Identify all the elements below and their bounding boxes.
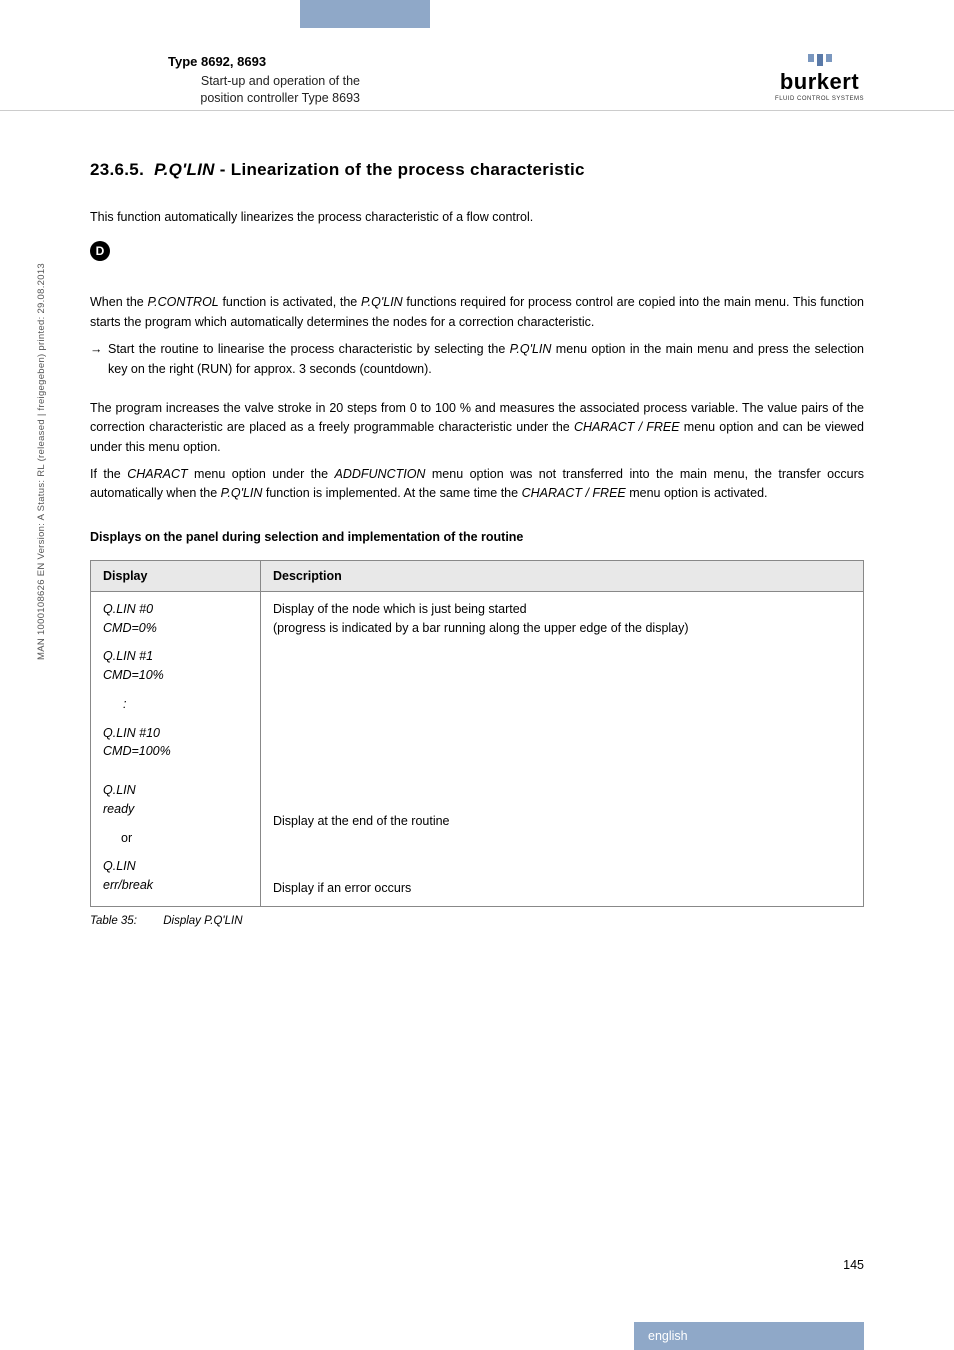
section-number: 23.6.5.: [90, 160, 144, 179]
header-left: Type 8692, 8693 Start-up and operation o…: [90, 54, 360, 107]
arrow-i: P.Q'LIN: [510, 342, 552, 356]
arrow-instruction: → Start the routine to linearise the pro…: [90, 340, 864, 379]
logo: burkert FLUID CONTROL SYSTEMS: [775, 54, 864, 107]
r2-d1: Q.LIN #1: [103, 649, 153, 663]
p4-i2: ADDFUNCTION: [334, 467, 425, 481]
r4-d2: ready: [103, 802, 134, 816]
subtitle-line1: Start-up and operation of the: [201, 74, 360, 88]
para-3: The program increases the valve stroke i…: [90, 399, 864, 457]
r1-d2: CMD=0%: [103, 621, 157, 635]
page-number: 145: [843, 1258, 864, 1272]
side-metadata-text: MAN 1000108626 EN Version: A Status: RL …: [36, 263, 47, 660]
p4-i4: CHARACT / FREE: [522, 486, 626, 500]
p4-e: menu option is activated.: [626, 486, 768, 500]
section-title-sep: -: [215, 160, 231, 179]
section-title-rest: Linearization of the process characteris…: [231, 160, 585, 179]
para-1: This function automatically linearizes t…: [90, 208, 864, 227]
r3-d1: Q.LIN #10: [103, 726, 160, 740]
footer-language: english: [648, 1329, 688, 1343]
arrow-text: Start the routine to linearise the proce…: [108, 340, 864, 379]
dots: :: [103, 697, 126, 711]
p2-i2: P.Q'LIN: [361, 295, 403, 309]
arrow-a: Start the routine to linearise the proce…: [108, 342, 510, 356]
logo-bars-icon: [808, 54, 832, 66]
r5-d1: Q.LIN: [103, 859, 136, 873]
r3-d2: CMD=100%: [103, 744, 171, 758]
p3-i1: CHARACT / FREE: [574, 420, 680, 434]
r4-desc: Display at the end of the routine: [273, 814, 450, 828]
logo-text: burkert: [780, 69, 859, 95]
header-accent-block: [300, 0, 430, 28]
or-text: or: [103, 831, 132, 845]
section-heading: 23.6.5. P.Q'LIN - Linearization of the p…: [90, 160, 864, 180]
header-subtitle: Start-up and operation of the position c…: [90, 73, 360, 107]
p2-a: When the: [90, 295, 147, 309]
header-rule: [0, 110, 954, 111]
r1-desc2: (progress is indicated by a bar running …: [273, 621, 689, 635]
r1-d1: Q.LIN #0: [103, 602, 153, 616]
r4-d1: Q.LIN: [103, 783, 136, 797]
display-table: Display Description Q.LIN #0 CMD=0% Q.LI…: [90, 560, 864, 907]
th-description: Description: [261, 560, 864, 591]
table-caption: Table 35: Display P.Q'LIN: [90, 915, 864, 927]
para-4: If the CHARACT menu option under the ADD…: [90, 465, 864, 504]
table-subheading: Displays on the panel during selection a…: [90, 530, 864, 544]
type-title: Type 8692, 8693: [168, 54, 360, 69]
p4-i3: P.Q'LIN: [221, 486, 263, 500]
th-display: Display: [91, 560, 261, 591]
p4-i1: CHARACT: [127, 467, 187, 481]
logo-subtext: FLUID CONTROL SYSTEMS: [775, 96, 864, 102]
r5-desc: Display if an error occurs: [273, 881, 411, 895]
d-badge-icon: D: [90, 241, 110, 261]
r2-d2: CMD=10%: [103, 668, 164, 682]
page-header: Type 8692, 8693 Start-up and operation o…: [0, 54, 954, 107]
r1-desc1: Display of the node which is just being …: [273, 602, 527, 616]
table-row: Q.LIN #0 CMD=0% Q.LIN #1 CMD=10% : Q.LIN…: [91, 591, 864, 906]
p4-a: If the: [90, 467, 127, 481]
r5-d2: err/break: [103, 878, 153, 892]
main-content: 23.6.5. P.Q'LIN - Linearization of the p…: [90, 160, 864, 927]
caption-label: Table 35:: [90, 915, 160, 927]
caption-text: Display P.Q'LIN: [163, 915, 242, 927]
table-header-row: Display Description: [91, 560, 864, 591]
p2-i1: P.CONTROL: [147, 295, 218, 309]
p4-b: menu option under the: [188, 467, 335, 481]
cell-description-group: Display of the node which is just being …: [261, 591, 864, 906]
para-2: When the P.CONTROL function is activated…: [90, 293, 864, 332]
arrow-icon: →: [90, 340, 108, 379]
subtitle-line2: position controller Type 8693: [200, 91, 360, 105]
p2-b: function is activated, the: [219, 295, 361, 309]
section-title-italic: P.Q'LIN: [154, 160, 215, 179]
p4-d: function is implemented. At the same tim…: [262, 486, 521, 500]
footer-language-bar: english: [634, 1322, 864, 1350]
cell-display-group: Q.LIN #0 CMD=0% Q.LIN #1 CMD=10% : Q.LIN…: [91, 591, 261, 906]
